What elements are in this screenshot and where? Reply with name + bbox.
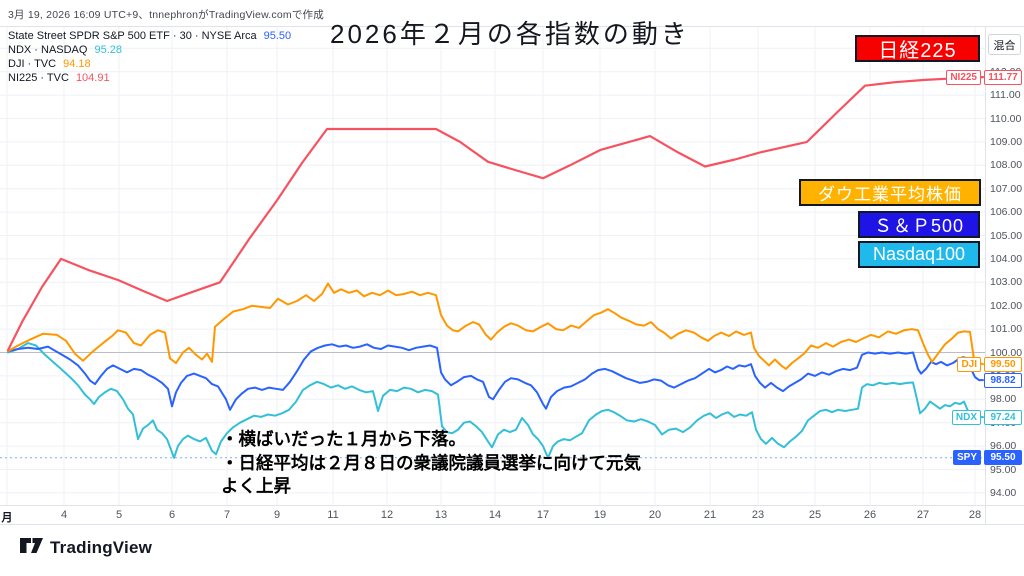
- chart-title: 2026年２月の各指数の動き: [330, 19, 690, 49]
- price-tag-label-spy: SPY: [952, 450, 981, 466]
- price-tag-value: 98.82: [984, 372, 1022, 388]
- price-tick-label: 105.00: [990, 229, 1023, 242]
- tradingview-logo-text[interactable]: TradingView: [50, 538, 153, 557]
- time-tick-label: 21: [703, 509, 717, 521]
- price-tick-label: 109.00: [990, 135, 1023, 148]
- time-tick-label: 4: [60, 509, 68, 521]
- time-tick-label: 26: [863, 509, 877, 521]
- annotation-line-2: ・日経平均は２月８日の衆議院議員選挙に向けて元気: [221, 452, 641, 473]
- footer: TradingView: [20, 538, 152, 558]
- time-tick-label: 27: [916, 509, 930, 521]
- creation-note: 3月 19, 2026 16:09 UTC+9、tnnephronがTradin…: [8, 9, 324, 21]
- price-tick-label: 104.00: [990, 252, 1023, 265]
- price-scale-separator: [985, 26, 986, 524]
- series-line-spy[interactable]: [7, 343, 984, 411]
- symbol-legend-row-spy[interactable]: State Street SPDR S&P 500 ETF · 30 · NYS…: [8, 29, 291, 42]
- time-tick-label: 5: [115, 509, 123, 521]
- price-tick-label: 101.00: [990, 323, 1023, 336]
- time-tick-label: 23: [751, 509, 765, 521]
- price-tick-label: 111.00: [990, 89, 1021, 102]
- time-axis-bottom-border: [0, 524, 1024, 525]
- series-line-ni225[interactable]: [6, 75, 985, 352]
- time-axis-top-border: [0, 505, 1024, 506]
- chart-annotation: ・横ばいだった１月から下落。 ・日経平均は２月８日の衆議院議員選挙に向けて元気 …: [221, 428, 641, 499]
- time-tick-label: 6: [168, 509, 176, 521]
- symbol-value: 95.28: [94, 43, 122, 56]
- price-tag-value: 97.24: [984, 409, 1022, 425]
- label-box-sp500[interactable]: Ｓ＆Ｐ500: [858, 211, 980, 238]
- time-tick-label: 14: [488, 509, 502, 521]
- price-tag-value: 111.77: [984, 69, 1022, 85]
- price-tick-label: 107.00: [990, 182, 1023, 195]
- symbol-value: 95.50: [263, 29, 292, 42]
- price-tag-value: 95.50: [984, 450, 1022, 466]
- price-tag-value: 99.50: [984, 356, 1022, 372]
- symbol-name: NDX · NASDAQ: [8, 43, 88, 56]
- price-tick-label: 100.00: [990, 346, 1023, 359]
- time-tick-label: 7: [223, 509, 231, 521]
- symbol-legend-row-dji[interactable]: DJI · TVC 94.18: [8, 57, 291, 70]
- price-tick-label: 102.00: [990, 299, 1023, 312]
- price-tick-label: 95.00: [990, 463, 1017, 476]
- price-tag-label-dji: DJI: [957, 356, 981, 372]
- symbol-name: NI225 · TVC: [8, 71, 69, 84]
- time-tick-label: 9: [273, 509, 281, 521]
- symbol-name: DJI · TVC: [8, 57, 57, 70]
- price-tick-label: 110.00: [990, 112, 1022, 125]
- scale-mode-button[interactable]: 混合: [988, 34, 1021, 55]
- symbol-legend: State Street SPDR S&P 500 ETF · 30 · NYS…: [8, 29, 291, 85]
- annotation-line-1: ・横ばいだった１月から下落。: [221, 429, 466, 449]
- chart-top-border: [0, 26, 1024, 27]
- price-tick-label: 96.00: [990, 440, 1017, 453]
- tradingview-logo-icon: [20, 538, 43, 558]
- price-tag-label-ni225: NI225: [946, 69, 981, 85]
- time-tick-label: 13: [434, 509, 448, 521]
- time-tick-label: 12: [380, 509, 394, 521]
- series-line-ndx[interactable]: [7, 342, 984, 459]
- symbol-name: State Street SPDR S&P 500 ETF · 30 · NYS…: [8, 29, 257, 42]
- label-box-nikkei225[interactable]: 日経225: [855, 35, 980, 62]
- price-tick-label: 108.00: [990, 159, 1023, 172]
- symbol-value: 104.91: [75, 71, 110, 84]
- time-tick-label: 19: [593, 509, 607, 521]
- price-tag-label-ndx: NDX: [951, 409, 981, 425]
- symbol-value: 94.18: [63, 57, 91, 70]
- price-tick-label: 103.00: [990, 276, 1023, 289]
- annotation-line-3: よく上昇: [221, 476, 291, 496]
- price-tick-label: 106.00: [990, 206, 1023, 219]
- time-tick-label: 25: [808, 509, 822, 521]
- price-tick-label: 94.00: [990, 486, 1017, 499]
- time-tick-label: 11: [327, 509, 339, 521]
- time-tick-label: 20: [648, 509, 662, 521]
- symbol-legend-row-ndx[interactable]: NDX · NASDAQ 95.28: [8, 43, 291, 56]
- time-tick-label: 月: [1, 512, 13, 524]
- label-box-nasdaq100[interactable]: Nasdaq100: [858, 241, 980, 268]
- label-box-dow[interactable]: ダウ工業平均株価: [799, 179, 981, 206]
- time-tick-label: 17: [536, 509, 550, 521]
- symbol-legend-row-ni225[interactable]: NI225 · TVC 104.91: [8, 71, 291, 84]
- series-line-dji[interactable]: [7, 282, 984, 370]
- time-tick-label: 28: [968, 509, 982, 521]
- price-tick-label: 98.00: [990, 393, 1017, 406]
